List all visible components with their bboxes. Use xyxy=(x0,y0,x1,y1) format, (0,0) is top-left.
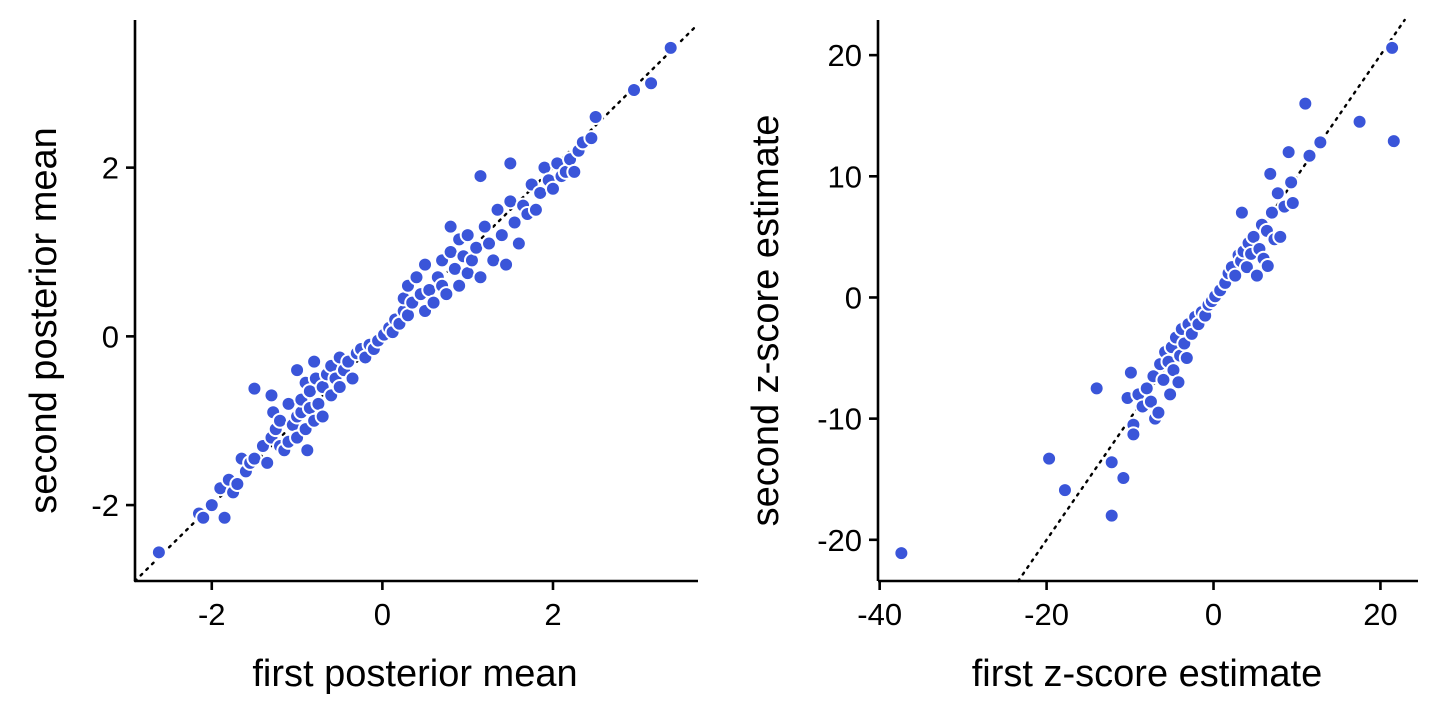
panel-posterior: -2 0 2 -2 0 2 first posterior mean second poste… xyxy=(23,20,700,695)
data-point xyxy=(259,454,276,471)
x-axis-title-posterior: first posterior mean xyxy=(252,653,577,695)
data-point xyxy=(1041,450,1058,467)
x-tick-label: -40 xyxy=(857,597,902,632)
data-point xyxy=(472,269,489,286)
data-point xyxy=(1384,39,1401,56)
x-tick-label: -2 xyxy=(198,597,226,632)
data-point xyxy=(1142,393,1159,410)
data-point xyxy=(246,380,263,397)
y-tick-label: 0 xyxy=(845,280,862,315)
data-point xyxy=(1283,174,1300,191)
y-tick-label: -20 xyxy=(817,523,862,558)
data-point xyxy=(203,497,220,514)
data-point xyxy=(1269,185,1286,202)
data-point xyxy=(493,227,510,244)
data-point xyxy=(263,387,280,404)
y-axis-title-posterior: second posterior mean xyxy=(23,127,65,514)
data-point xyxy=(583,130,600,147)
data-point xyxy=(1312,134,1329,151)
data-point xyxy=(1115,470,1132,487)
data-point xyxy=(1248,267,1265,284)
data-point xyxy=(1088,380,1105,397)
data-point xyxy=(417,256,434,273)
data-point xyxy=(150,544,167,561)
data-point xyxy=(299,442,316,459)
x-tick-label: 20 xyxy=(1363,597,1397,632)
y-tick-label: 2 xyxy=(102,151,119,186)
data-point xyxy=(1103,454,1120,471)
data-point xyxy=(344,370,361,387)
data-point xyxy=(1103,507,1120,524)
x-axis-title-zscore: first z-score estimate xyxy=(972,653,1323,695)
data-point xyxy=(502,155,519,172)
y-tick-label: -10 xyxy=(817,402,862,437)
data-point xyxy=(489,201,506,218)
data-point xyxy=(626,82,643,99)
x-tick-label: 0 xyxy=(1205,597,1222,632)
panel-zscore: -40 -20 0 20 -20 -10 0 10 20 first z-score estima… xyxy=(745,18,1418,695)
data-point xyxy=(1162,386,1179,403)
data-point xyxy=(408,269,425,286)
data-point xyxy=(1122,364,1139,381)
data-point xyxy=(216,509,233,526)
data-point xyxy=(1056,482,1073,499)
points-posterior xyxy=(150,39,679,561)
data-point xyxy=(1178,350,1195,367)
y-axis-title-zscore: second z-score estimate xyxy=(745,115,787,527)
data-point xyxy=(510,235,527,252)
data-point xyxy=(1227,267,1244,284)
data-point xyxy=(1272,228,1289,245)
y-tick-label: 0 xyxy=(102,319,119,354)
data-point xyxy=(229,475,246,492)
points-zscore xyxy=(893,39,1402,562)
data-point xyxy=(442,218,459,235)
data-point xyxy=(438,286,455,303)
data-point xyxy=(1150,404,1167,421)
reference-line-zscore xyxy=(1017,18,1406,583)
data-point xyxy=(643,75,660,92)
data-point xyxy=(1262,165,1279,182)
data-point xyxy=(506,214,523,231)
data-point xyxy=(527,201,544,218)
y-tick-label: 20 xyxy=(828,38,862,73)
data-point xyxy=(481,235,498,252)
data-point xyxy=(1280,144,1297,161)
data-point xyxy=(1284,194,1301,211)
y-tick-label: -2 xyxy=(91,488,119,523)
data-point xyxy=(498,256,515,273)
data-point xyxy=(314,408,331,425)
x-tick-label: 0 xyxy=(374,597,391,632)
data-point xyxy=(476,218,493,235)
x-tick-label: -20 xyxy=(1024,597,1069,632)
data-point xyxy=(544,180,561,197)
data-point xyxy=(306,353,323,370)
data-point xyxy=(472,168,489,185)
data-point xyxy=(587,109,604,126)
data-point xyxy=(1259,257,1276,274)
data-point xyxy=(451,277,468,294)
data-point xyxy=(1301,147,1318,164)
data-point xyxy=(893,545,910,562)
x-tick-label: 2 xyxy=(544,597,561,632)
data-point xyxy=(1125,426,1142,443)
data-point xyxy=(1155,371,1172,388)
data-point xyxy=(289,362,306,379)
data-point xyxy=(331,378,348,395)
data-point xyxy=(566,163,583,180)
data-point xyxy=(1170,374,1187,391)
data-point xyxy=(1233,204,1250,221)
data-point xyxy=(1297,95,1314,112)
y-tick-label: 10 xyxy=(828,159,862,194)
data-point xyxy=(1263,204,1280,221)
data-point xyxy=(459,227,476,244)
data-point xyxy=(425,294,442,311)
data-point xyxy=(195,509,212,526)
data-point xyxy=(1385,133,1402,150)
data-point xyxy=(662,39,679,56)
data-point xyxy=(1351,113,1368,130)
